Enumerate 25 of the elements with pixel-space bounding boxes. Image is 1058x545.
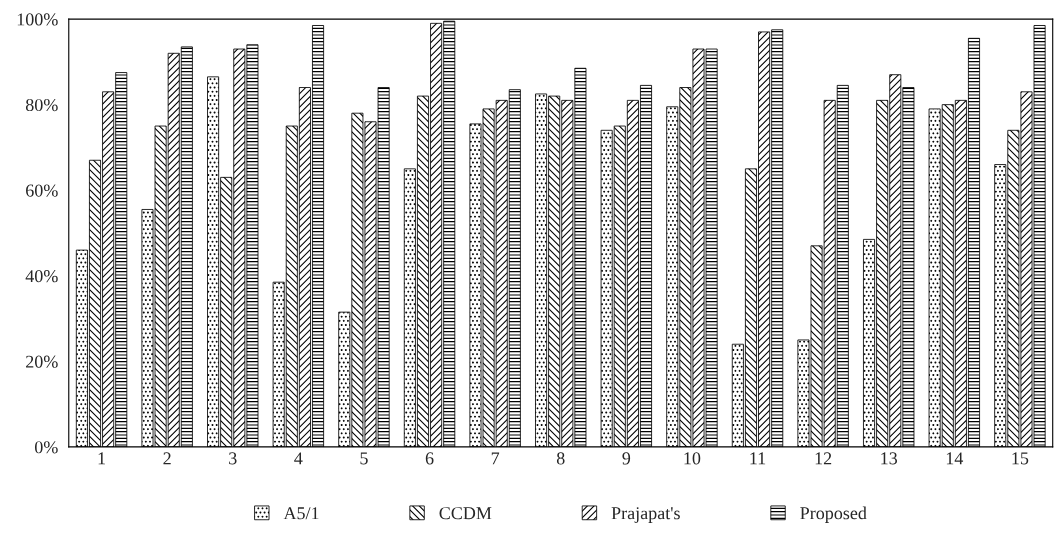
y-tick-label: 100%	[17, 13, 58, 26]
legend-label: A5/1	[283, 507, 319, 520]
y-tick-label: 40%	[25, 270, 58, 283]
x-tick-label: 2	[163, 452, 171, 465]
y-tick-label: 60%	[26, 184, 58, 197]
x-tick-label: 7	[491, 452, 500, 465]
x-tick-label: 8	[556, 452, 565, 465]
x-tick-label: 11	[750, 452, 766, 465]
x-tick-label: 9	[622, 452, 631, 465]
x-tick-label: 6	[425, 452, 434, 465]
x-tick-label: 10	[684, 452, 701, 465]
legend-label: CCDM	[439, 507, 492, 520]
x-tick-label: 3	[229, 452, 237, 465]
x-tick-label: 5	[360, 452, 368, 465]
x-tick-label: 14	[946, 452, 964, 465]
x-tick-label: 4	[294, 452, 303, 465]
y-tick-label: 80%	[25, 98, 58, 112]
legend-label: Prajapat's	[611, 507, 680, 523]
x-tick-label: 1	[98, 452, 105, 465]
legend-label: Proposed	[800, 506, 867, 523]
x-tick-label: 13	[881, 452, 898, 465]
y-tick-label: 0%	[34, 441, 58, 454]
x-tick-label: 15	[1012, 452, 1029, 465]
y-tick-label: 20%	[26, 355, 58, 368]
x-tick-label: 12	[815, 452, 832, 465]
